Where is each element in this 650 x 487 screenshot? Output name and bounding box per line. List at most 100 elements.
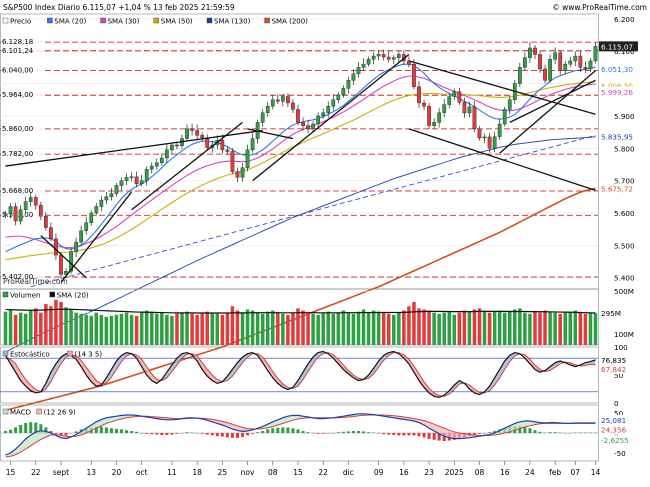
candle-body: [584, 67, 587, 69]
candle-body: [251, 139, 254, 150]
volume-tick-label: 500M: [614, 287, 634, 296]
candle-body: [342, 88, 345, 94]
volume-bar: [316, 315, 320, 345]
volume-bar: [236, 311, 240, 345]
candle-body: [528, 48, 531, 58]
volume-bar: [281, 314, 285, 345]
candle-body: [195, 130, 198, 135]
macd-histogram-bar: [120, 429, 123, 433]
volume-tick-label: 100M: [614, 330, 634, 339]
volume-bar: [594, 313, 598, 345]
macd-tick-label: -50: [614, 449, 626, 458]
price-legend-item: SMA (130): [206, 16, 256, 26]
volume-bar: [342, 311, 346, 345]
candle-body: [337, 95, 340, 100]
macd-histogram-bar: [175, 433, 178, 434]
x-tick-label: dic: [343, 468, 354, 477]
candle-body: [221, 140, 224, 150]
volume-bar: [372, 311, 376, 345]
x-tick-label: 18: [192, 468, 202, 477]
candle-body: [458, 92, 461, 103]
candle-body: [417, 87, 420, 103]
macd-histogram-bar: [65, 433, 68, 435]
volume-bar: [473, 309, 477, 345]
macd-histogram-bar: [428, 433, 431, 439]
x-tick-label: 15: [6, 468, 16, 477]
macd-histogram-bar: [256, 432, 259, 433]
price-legend-item-label: SMA (30): [108, 18, 140, 26]
volume-bar: [563, 313, 567, 345]
candle-body: [473, 107, 476, 129]
macd-histogram-bar: [135, 432, 138, 433]
volume-bar: [463, 311, 467, 345]
price-legend-item-label: SMA (200): [272, 18, 309, 26]
macd-histogram-bar: [307, 432, 310, 433]
price-legend-item: SMA (30): [100, 16, 145, 26]
price-legend-item-label: SMA (50): [161, 18, 193, 26]
candle-body: [564, 64, 567, 70]
volume-bar: [4, 312, 8, 345]
macd-histogram-bar: [322, 433, 325, 434]
macd-histogram-bar: [337, 432, 340, 433]
stochastic-legend-item-label: Estocástico: [10, 351, 50, 359]
price-tick-label: 5.400: [614, 274, 635, 283]
x-tick-label: 22: [31, 468, 41, 477]
candle-body: [322, 113, 325, 116]
candle-body: [448, 97, 451, 105]
price-legend-item: Precio: [2, 16, 38, 26]
macd-hist-badge-text: -2,6255: [601, 436, 629, 445]
volume-bar: [296, 308, 300, 345]
sma20-last-badge: 6.051,30: [599, 64, 638, 74]
candle-body: [412, 64, 415, 87]
volume-bar: [34, 308, 38, 345]
candle-body: [9, 207, 12, 214]
x-tick-label: 2025: [445, 468, 464, 477]
macd-histogram-bar: [75, 431, 78, 433]
candle-body: [24, 202, 27, 210]
level-label: 5.964,00: [2, 91, 33, 99]
macd-histogram-bar: [312, 433, 315, 434]
macd-histogram-bar: [569, 433, 572, 434]
volume-bar: [140, 313, 144, 345]
volume-bar: [291, 313, 295, 345]
volume-bar: [59, 302, 63, 345]
macd-histogram-bar: [100, 427, 103, 433]
candle-body: [327, 106, 330, 112]
volume-bar: [574, 311, 578, 345]
stochastic-legend-item: (14 3 5): [66, 349, 111, 359]
price-last-badge-text: 6.115,07: [601, 42, 633, 51]
volume-bar: [246, 309, 250, 345]
x-tick-label: oct: [136, 468, 148, 477]
macd-legend-item-label: MACD: [10, 409, 31, 417]
volume-bar: [24, 314, 28, 345]
macd-histogram-bar: [286, 427, 289, 433]
macd-histogram-bar: [206, 433, 209, 435]
macd-histogram-bar: [423, 433, 426, 437]
sma20-last-badge-text: 6.051,30: [601, 65, 633, 74]
x-tick-label: feb: [549, 468, 561, 477]
macd-histogram-bar: [70, 433, 73, 434]
volume-bar: [553, 313, 557, 345]
candle-body: [4, 214, 7, 216]
candle-body: [432, 122, 435, 125]
candle-body: [261, 113, 264, 123]
macd-histogram-bar: [317, 433, 320, 434]
macd-signal-badge: 24,356: [599, 424, 638, 434]
volume-legend-item-label: SMA (20): [57, 292, 89, 300]
volume-bar: [548, 312, 552, 345]
stochastic-k-badge-text: 76,835: [601, 356, 626, 365]
macd-histogram-bar: [296, 429, 299, 433]
macd-histogram-bar: [236, 433, 239, 438]
macd-histogram-bar: [201, 433, 204, 434]
candle-body: [110, 194, 113, 197]
candle-body: [44, 216, 47, 227]
volume-bar: [29, 311, 33, 345]
macd-histogram-bar: [165, 433, 168, 435]
candle-body: [201, 135, 204, 138]
macd-histogram-bar: [105, 427, 108, 433]
volume-bar: [115, 315, 119, 345]
candle-body: [125, 177, 128, 180]
candle-body: [478, 129, 481, 138]
macd-hist-badge: -2,6255: [599, 435, 638, 445]
